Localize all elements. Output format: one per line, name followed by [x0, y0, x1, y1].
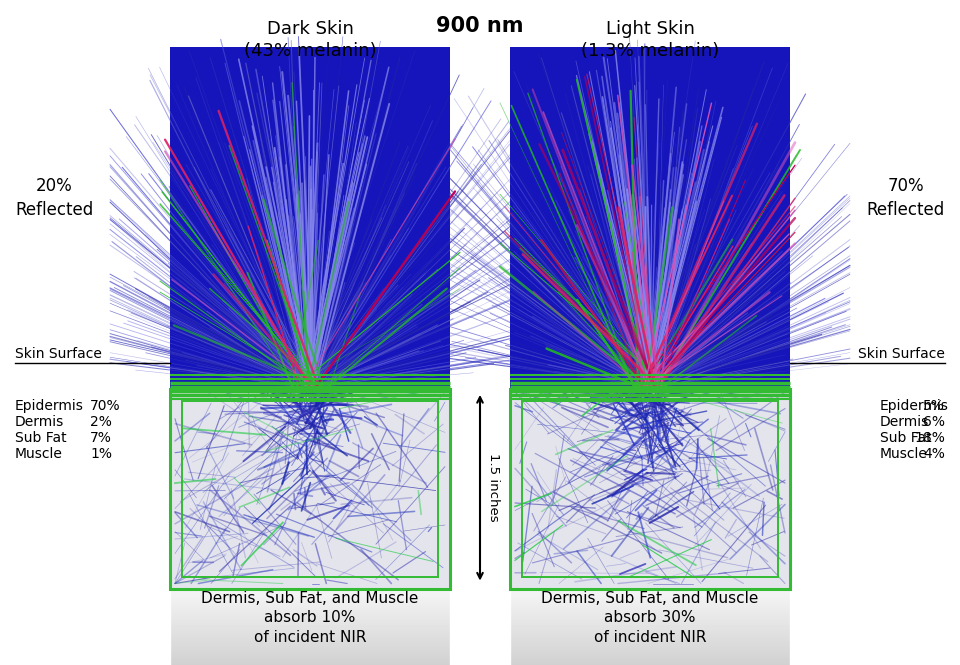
Text: 70%
Reflected: 70% Reflected: [867, 177, 945, 219]
Text: 1%: 1%: [90, 447, 112, 461]
Bar: [510, 47, 790, 389]
Text: Skin Surface: Skin Surface: [15, 347, 102, 361]
Text: 2%: 2%: [90, 415, 112, 429]
Text: Epidermis: Epidermis: [15, 399, 84, 413]
Text: Muscle: Muscle: [880, 447, 928, 461]
Bar: [170, 47, 450, 389]
Text: 4%: 4%: [924, 447, 945, 461]
Text: 70%: 70%: [90, 399, 121, 413]
Text: Epidermis: Epidermis: [880, 399, 948, 413]
Text: Dermis: Dermis: [880, 415, 929, 429]
Text: Dermis, Sub Fat, and Muscle
absorb 30%
of incident NIR: Dermis, Sub Fat, and Muscle absorb 30% o…: [541, 591, 758, 645]
Bar: [170, 389, 450, 589]
Text: Dark Skin
(43% melanin): Dark Skin (43% melanin): [244, 20, 376, 60]
Text: Dermis: Dermis: [15, 415, 64, 429]
Bar: [170, 389, 450, 589]
Text: 6%: 6%: [923, 415, 945, 429]
Text: 1.5 inches: 1.5 inches: [487, 454, 500, 522]
Text: Sub Fat: Sub Fat: [880, 431, 931, 445]
Bar: [522, 401, 778, 577]
Text: 20%
Reflected: 20% Reflected: [15, 177, 93, 219]
Bar: [510, 389, 790, 589]
Bar: [510, 389, 790, 589]
Text: Dermis, Sub Fat, and Muscle
absorb 10%
of incident NIR: Dermis, Sub Fat, and Muscle absorb 10% o…: [202, 591, 419, 645]
Text: 18%: 18%: [914, 431, 945, 445]
Text: 5%: 5%: [924, 399, 945, 413]
Text: 900 nm: 900 nm: [436, 16, 524, 36]
Bar: [182, 401, 438, 577]
Text: Light Skin
(1.3% melanin): Light Skin (1.3% melanin): [581, 20, 719, 60]
Text: Muscle: Muscle: [15, 447, 62, 461]
Text: Sub Fat: Sub Fat: [15, 431, 66, 445]
Text: 7%: 7%: [90, 431, 112, 445]
Text: Skin Surface: Skin Surface: [858, 347, 945, 361]
